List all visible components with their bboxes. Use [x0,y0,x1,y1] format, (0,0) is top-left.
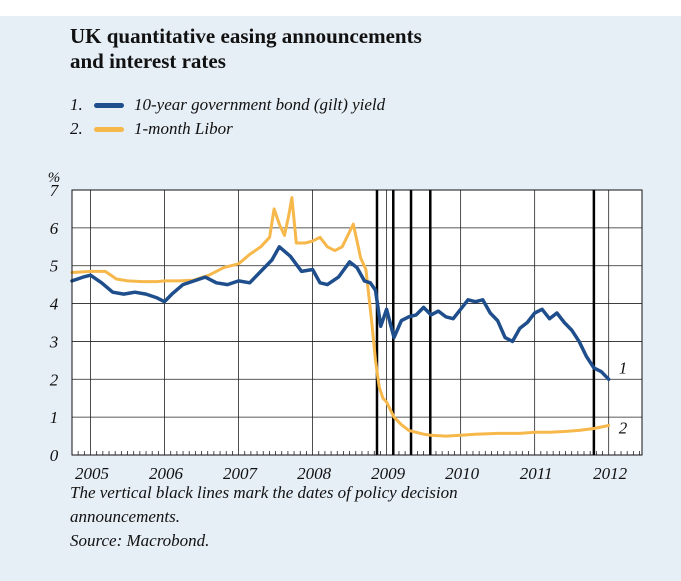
y-tick-label: 3 [49,332,59,351]
y-tick-label: 2 [50,370,59,389]
y-axis-unit: % [48,170,61,186]
y-tick-label: 6 [50,219,59,238]
legend-label-2: 1-month Libor [134,119,233,138]
x-tick-label: 2008 [297,464,332,483]
legend-swatch-2 [94,126,124,132]
legend-swatch-1 [94,102,124,108]
legend-label-1: 10-year government bond (gilt) yield [134,95,386,114]
chart-title-line-1: UK quantitative easing announcements [70,24,422,48]
plot-border [71,189,643,456]
x-tick-label: 2012 [593,464,628,483]
x-tick-label: 2007 [223,464,259,483]
libor-line [70,196,611,438]
legend: 1. 10-year government bond (gilt) yield … [70,93,385,141]
y-tick-label: 1 [50,408,59,427]
x-tick-label: 2011 [520,464,553,483]
gilt-yield-line [70,245,611,382]
footnote-line-1: The vertical black lines mark the dates … [70,483,458,502]
plot-area [72,190,642,455]
x-tick-label: 2006 [149,464,184,483]
series-end-label-1: 1 [619,358,628,377]
x-tick-label: 2010 [445,464,480,483]
legend-item-2: 2. 1-month Libor [70,117,385,141]
legend-number-2: 2. [70,119,83,138]
legend-number-1: 1. [70,95,83,114]
y-tick-label: 7 [50,181,60,200]
series-end-label-2: 2 [619,418,628,437]
chart-title-line-2: and interest rates [70,49,226,73]
source-note: Source: Macrobond. [70,531,210,550]
x-tick-label: 2005 [75,464,109,483]
y-tick-label: 4 [50,295,59,314]
footnote: The vertical black lines mark the dates … [70,481,630,553]
x-tick-label: 2009 [371,464,406,483]
y-tick-label: 5 [50,257,59,276]
footnote-line-2: announcements. [70,507,181,526]
legend-item-1: 1. 10-year government bond (gilt) yield [70,93,385,117]
y-tick-label: 0 [50,446,59,465]
chart-title: UK quantitative easing announcements and… [70,24,590,74]
